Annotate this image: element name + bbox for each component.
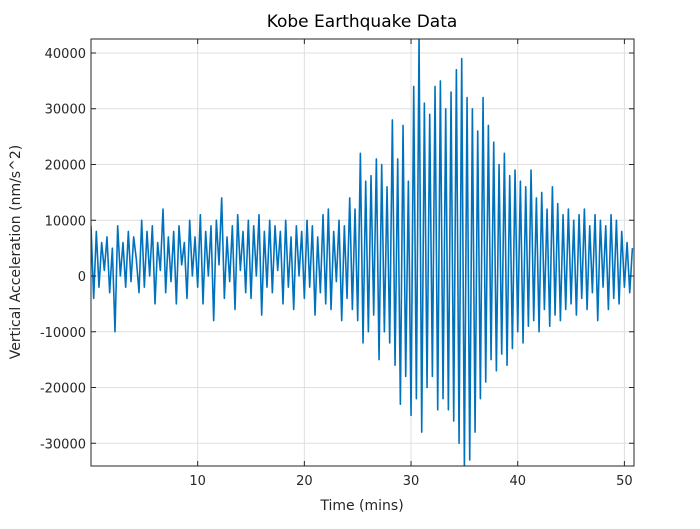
x-tick-label: 10 bbox=[189, 474, 206, 489]
y-tick-label: 20000 bbox=[45, 159, 86, 174]
x-axis-label: Time (mins) bbox=[319, 498, 403, 514]
y-axis-label: Vertical Acceleration (nm/s^2) bbox=[8, 145, 24, 359]
x-tick-label: 20 bbox=[296, 474, 313, 489]
plot-lines bbox=[91, 39, 634, 466]
x-tick-label: 40 bbox=[509, 474, 526, 489]
ticks: -30000 -20000 -10000 0 10000 20000 30000 40000 1… bbox=[40, 39, 634, 489]
x-tick-label: 50 bbox=[616, 474, 633, 489]
y-tick-label: 0 bbox=[78, 270, 86, 285]
y-tick-label: -20000 bbox=[40, 382, 86, 397]
x-tick-label: 30 bbox=[403, 474, 420, 489]
y-tick-label: 10000 bbox=[45, 214, 86, 229]
y-tick-label: -30000 bbox=[40, 437, 86, 452]
chart-title: Kobe Earthquake Data bbox=[267, 12, 458, 32]
y-tick-label: 40000 bbox=[45, 47, 86, 62]
data-line bbox=[91, 39, 634, 466]
y-tick-label: -10000 bbox=[40, 326, 86, 341]
axes-box bbox=[90, 38, 635, 467]
y-tick-label: 30000 bbox=[45, 103, 86, 118]
